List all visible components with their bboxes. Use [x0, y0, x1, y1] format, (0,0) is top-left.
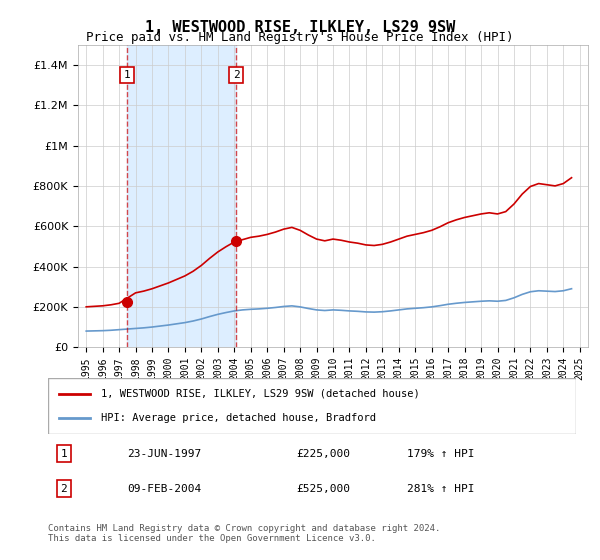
Text: £525,000: £525,000 — [296, 483, 350, 493]
Text: 281% ↑ HPI: 281% ↑ HPI — [407, 483, 475, 493]
Text: 2: 2 — [233, 70, 239, 80]
Text: HPI: Average price, detached house, Bradford: HPI: Average price, detached house, Brad… — [101, 413, 376, 423]
Text: 1, WESTWOOD RISE, ILKLEY, LS29 9SW: 1, WESTWOOD RISE, ILKLEY, LS29 9SW — [145, 20, 455, 35]
Text: £225,000: £225,000 — [296, 449, 350, 459]
Text: 1, WESTWOOD RISE, ILKLEY, LS29 9SW (detached house): 1, WESTWOOD RISE, ILKLEY, LS29 9SW (deta… — [101, 389, 419, 399]
Text: 1: 1 — [61, 449, 67, 459]
Text: 2: 2 — [61, 483, 67, 493]
Text: 1: 1 — [124, 70, 130, 80]
Text: 09-FEB-2004: 09-FEB-2004 — [127, 483, 202, 493]
Text: 23-JUN-1997: 23-JUN-1997 — [127, 449, 202, 459]
Text: 179% ↑ HPI: 179% ↑ HPI — [407, 449, 475, 459]
Bar — [127, 45, 236, 347]
FancyBboxPatch shape — [48, 378, 576, 434]
Text: Contains HM Land Registry data © Crown copyright and database right 2024.
This d: Contains HM Land Registry data © Crown c… — [48, 524, 440, 543]
Text: Price paid vs. HM Land Registry's House Price Index (HPI): Price paid vs. HM Land Registry's House … — [86, 31, 514, 44]
